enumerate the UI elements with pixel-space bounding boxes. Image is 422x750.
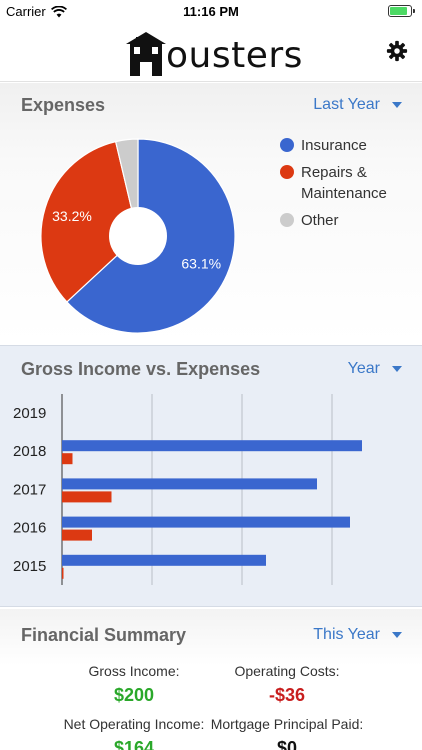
legend-label: Insurance xyxy=(301,137,367,154)
net-operating-income-summary: Net Operating Income: $164 xyxy=(44,716,224,750)
y-tick-label: 2017 xyxy=(13,481,46,498)
income-period-label: Year xyxy=(347,360,380,377)
y-tick-label: 2016 xyxy=(13,520,46,537)
legend-swatch xyxy=(280,138,294,152)
summary-period-dropdown[interactable]: This Year xyxy=(313,626,402,644)
legend-item-insurance: Insurance xyxy=(280,135,401,156)
expenses-donut-chart: 63.1% 33.2% xyxy=(40,138,236,334)
legend-label: Repairs & Maintenance xyxy=(301,164,387,202)
mortgage-principal-label: Mortgage Principal Paid: xyxy=(210,716,364,732)
net-operating-income-label: Net Operating Income: xyxy=(63,716,205,732)
logo-text: ousters xyxy=(166,35,303,76)
expenses-period-label: Last Year xyxy=(313,96,380,113)
legend-swatch xyxy=(280,165,294,179)
carrier-label: Carrier xyxy=(6,4,46,19)
y-tick-label: 2015 xyxy=(13,558,46,575)
house-logo-icon xyxy=(126,32,166,76)
carrier-info: Carrier xyxy=(6,4,67,19)
legend-item-other: Other xyxy=(280,210,401,231)
chevron-down-icon xyxy=(392,632,402,638)
gross-income-label: Gross Income: xyxy=(88,663,180,679)
mortgage-principal-value: $0 xyxy=(276,738,298,750)
expenses-card: Expenses Last Year 63.1% 33.2% Insurance … xyxy=(0,83,422,343)
y-tick-label: 2018 xyxy=(13,443,46,460)
operating-costs-summary: Operating Costs: -$36 xyxy=(197,663,377,706)
bar-expenses xyxy=(62,491,112,503)
financial-summary-card: Financial Summary This Year Gross Income… xyxy=(0,609,422,750)
gross-income-summary: Gross Income: $200 xyxy=(44,663,224,706)
gear-icon[interactable] xyxy=(386,40,408,62)
battery-level xyxy=(390,7,407,15)
operating-costs-value: -$36 xyxy=(268,685,306,705)
income-vs-expenses-card: Gross Income vs. Expenses Year 2019 2018 2… xyxy=(0,345,422,607)
wifi-icon xyxy=(50,5,67,17)
bar-expenses xyxy=(62,453,73,465)
bar-income xyxy=(62,516,350,528)
income-vs-expenses-title: Gross Income vs. Expenses xyxy=(21,359,261,379)
status-bar: Carrier 11:16 PM xyxy=(0,0,422,22)
bar-income xyxy=(62,440,362,452)
chevron-down-icon xyxy=(392,366,402,372)
houster-logo: ousters xyxy=(124,26,303,78)
y-tick-label: 2019 xyxy=(13,405,46,422)
legend-swatch xyxy=(280,213,294,227)
financial-summary-title: Financial Summary xyxy=(21,625,187,645)
expenses-title: Expenses xyxy=(21,95,106,115)
bar-income xyxy=(62,478,317,490)
income-expenses-bar-chart: 2019 2018 2017 2016 2015 xyxy=(13,394,362,585)
pie-slice-repairs-maintenance xyxy=(40,140,139,303)
expenses-legend: Insurance Repairs & Maintenance Other xyxy=(280,135,401,237)
pie-data-label: 33.2% xyxy=(52,208,92,224)
battery-icon xyxy=(388,5,415,17)
donut-hole xyxy=(109,207,167,265)
bar-expenses xyxy=(62,529,92,541)
gross-income-value: $200 xyxy=(113,685,155,705)
expenses-period-dropdown[interactable]: Last Year xyxy=(313,96,402,114)
chevron-down-icon xyxy=(392,102,402,108)
operating-costs-label: Operating Costs: xyxy=(234,663,340,679)
bar-expenses xyxy=(62,567,64,579)
legend-label: Other xyxy=(301,212,339,229)
income-period-dropdown[interactable]: Year xyxy=(348,360,402,378)
app-header: ousters xyxy=(0,22,422,82)
bar-income xyxy=(62,554,266,566)
legend-item-repairs: Repairs & Maintenance xyxy=(280,162,401,204)
net-operating-income-value: $164 xyxy=(113,738,155,750)
pie-data-label: 63.1% xyxy=(181,256,221,272)
mortgage-principal-summary: Mortgage Principal Paid: $0 xyxy=(197,716,377,750)
summary-period-label: This Year xyxy=(313,626,380,643)
clock: 11:16 PM xyxy=(183,4,239,19)
